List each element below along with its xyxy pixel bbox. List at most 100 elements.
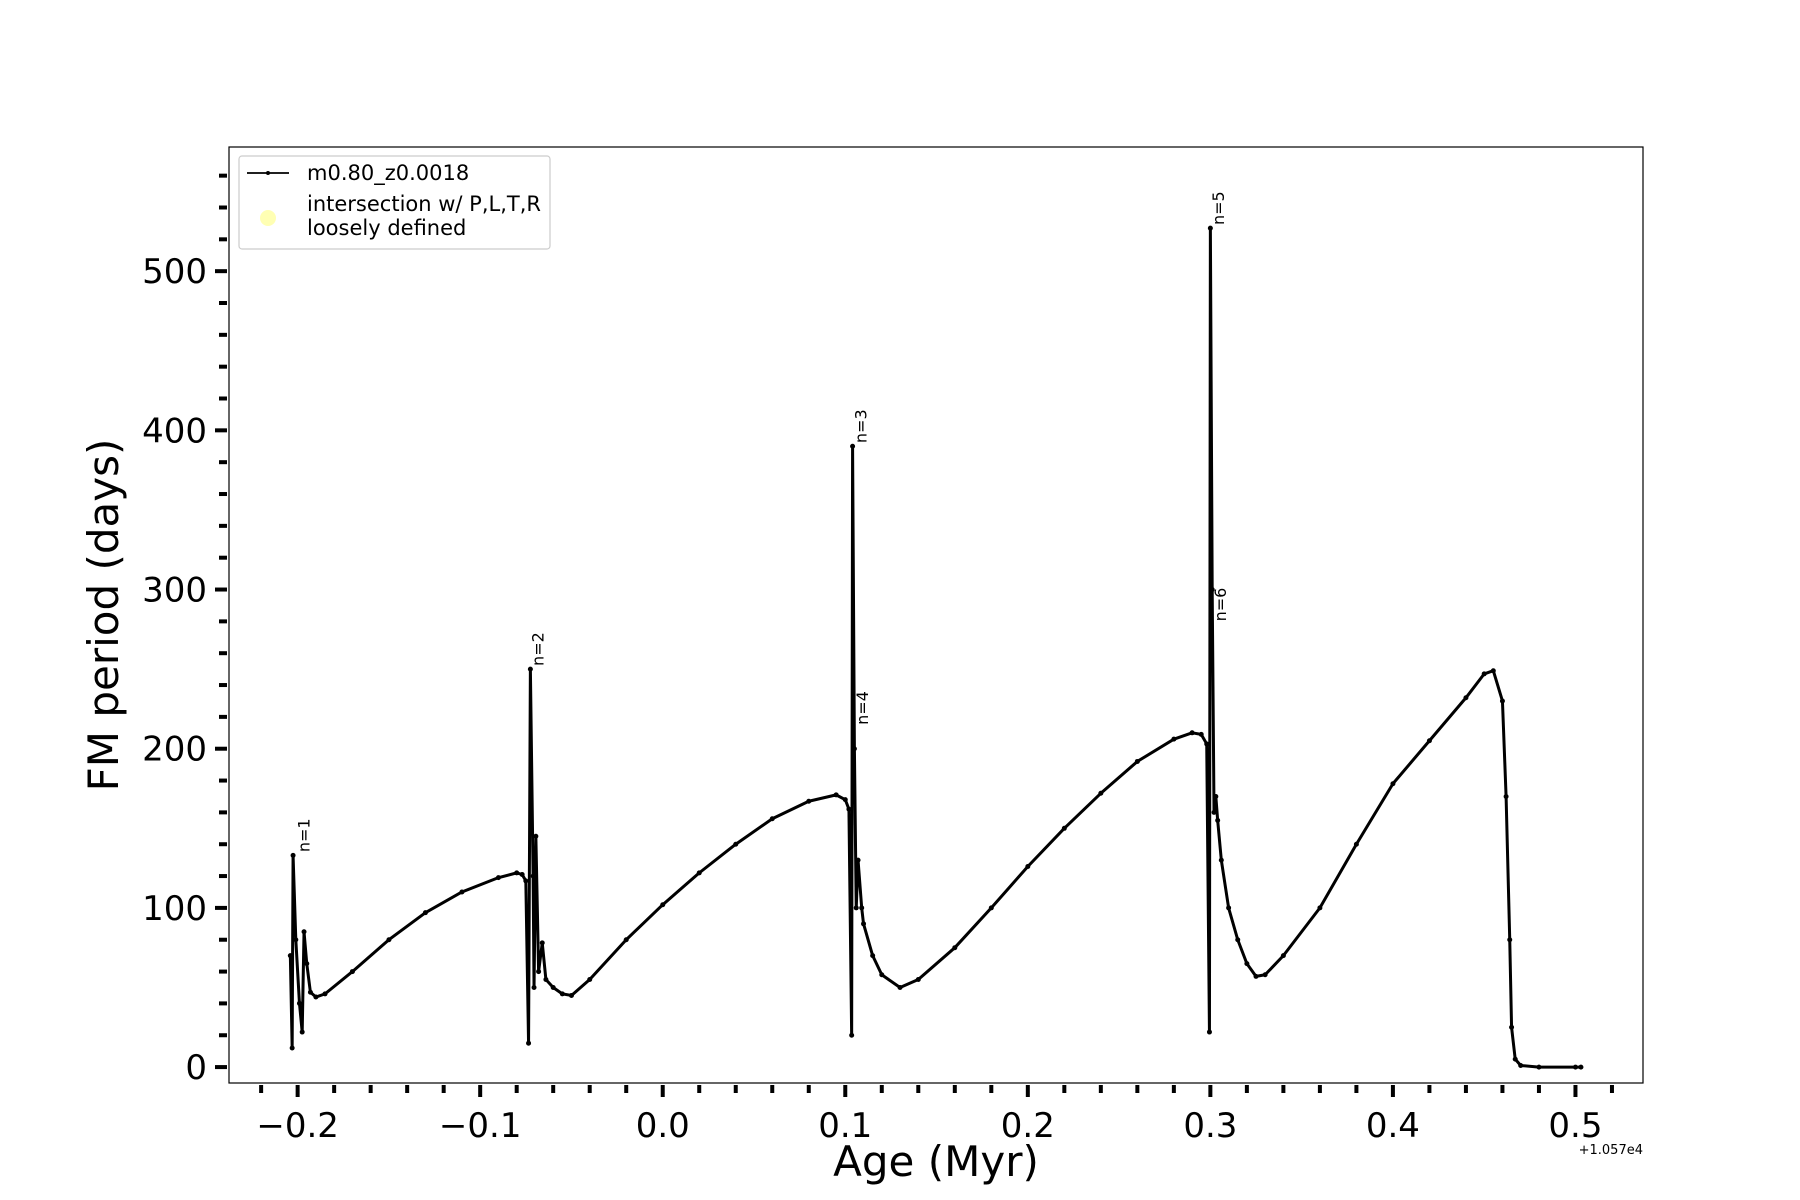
annotation: n=4: [853, 691, 872, 725]
data-marker: [526, 1040, 532, 1046]
annotation: n=3: [851, 409, 870, 443]
legend-label: intersection w/ P,L,T,R loosely defined: [307, 192, 541, 240]
data-marker: [533, 833, 539, 839]
y-axis-label: FM period (days): [79, 439, 128, 792]
data-marker: [1098, 790, 1104, 796]
data-marker: [299, 1029, 305, 1035]
data-marker: [849, 1032, 855, 1038]
annotation: n=1: [295, 818, 314, 852]
data-marker: [536, 969, 542, 975]
x-tick-label: −0.2: [256, 1106, 339, 1146]
legend-label: m0.80_z0.0018: [307, 161, 469, 186]
data-marker: [859, 905, 865, 911]
data-marker: [1509, 1024, 1515, 1030]
data-marker: [833, 792, 839, 798]
data-marker: [1244, 961, 1250, 967]
data-marker: [539, 940, 545, 946]
data-marker: [842, 797, 848, 803]
data-marker: [514, 870, 520, 876]
data-marker: [531, 984, 537, 990]
data-marker: [879, 972, 885, 978]
x-offset-label: +1.057e4: [1579, 1143, 1643, 1158]
data-marker: [952, 945, 958, 951]
x-tick-label: 0.2: [1001, 1106, 1055, 1146]
x-tick-label: 0.4: [1366, 1106, 1420, 1146]
data-marker: [543, 977, 549, 983]
axes-frame: [228, 146, 1644, 1084]
data-marker: [988, 905, 994, 911]
y-tick-label: 200: [142, 730, 207, 770]
data-marker: [1572, 1064, 1578, 1070]
data-marker: [523, 878, 529, 884]
data-marker: [1512, 1056, 1518, 1062]
data-marker: [1209, 587, 1215, 593]
data-line: [288, 226, 1581, 1069]
data-marker: [1207, 225, 1213, 231]
data-marker: [853, 905, 859, 911]
data-marker: [861, 921, 867, 927]
data-marker: [1204, 741, 1210, 747]
data-marker: [559, 991, 565, 997]
data-marker: [530, 873, 536, 879]
legend-marker: [260, 210, 276, 226]
data-marker: [313, 994, 319, 1000]
data-marker: [855, 857, 861, 863]
data-marker: [1253, 973, 1259, 979]
data-marker: [897, 984, 903, 990]
data-marker: [1463, 695, 1469, 701]
x-tick-label: 0.1: [818, 1106, 872, 1146]
data-marker: [696, 870, 702, 876]
data-marker: [1426, 738, 1432, 744]
data-marker: [495, 875, 501, 881]
annotation: n=2: [528, 632, 547, 666]
legend-box: [238, 155, 551, 250]
data-marker: [307, 989, 313, 995]
data-marker: [1490, 668, 1496, 674]
data-marker: [806, 798, 812, 804]
y-tick-label: 300: [142, 571, 207, 611]
data-marker: [290, 852, 296, 858]
data-marker: [349, 969, 355, 975]
data-marker: [1215, 817, 1221, 823]
y-tick-label: 100: [142, 889, 207, 929]
data-marker: [1481, 671, 1487, 677]
data-marker: [296, 1000, 302, 1006]
data-marker: [1025, 864, 1031, 870]
legend-marker: [266, 171, 270, 175]
annotation: n=6: [1211, 588, 1230, 622]
data-marker: [301, 929, 307, 935]
x-axis-label: Age (Myr): [833, 1137, 1039, 1186]
x-tick-label: 0.3: [1183, 1106, 1237, 1146]
data-marker: [1218, 857, 1224, 863]
annotation: n=5: [1209, 191, 1228, 225]
data-marker: [1353, 841, 1359, 847]
data-marker: [459, 889, 465, 895]
data-marker: [322, 991, 328, 997]
data-marker: [1235, 937, 1241, 943]
data-marker: [568, 992, 574, 998]
data-marker: [386, 937, 392, 943]
data-marker: [1171, 736, 1177, 742]
y-tick-label: 400: [142, 411, 207, 451]
data-marker: [1503, 793, 1509, 799]
data-marker: [293, 937, 299, 943]
y-tick-label: 500: [142, 252, 207, 292]
data-marker: [769, 816, 775, 822]
y-tick-label: 0: [185, 1048, 207, 1088]
data-marker: [1317, 905, 1323, 911]
data-marker: [850, 443, 856, 449]
data-marker: [527, 666, 533, 672]
data-marker: [422, 910, 428, 916]
data-marker: [1578, 1064, 1584, 1070]
data-marker: [1507, 937, 1513, 943]
data-marker: [287, 953, 293, 959]
x-tick-label: 0.0: [636, 1106, 690, 1146]
data-marker: [1061, 825, 1067, 831]
data-marker: [1198, 731, 1204, 737]
data-marker: [1211, 809, 1217, 815]
data-marker: [1536, 1064, 1542, 1070]
data-marker: [851, 746, 857, 752]
data-marker: [1213, 793, 1219, 799]
